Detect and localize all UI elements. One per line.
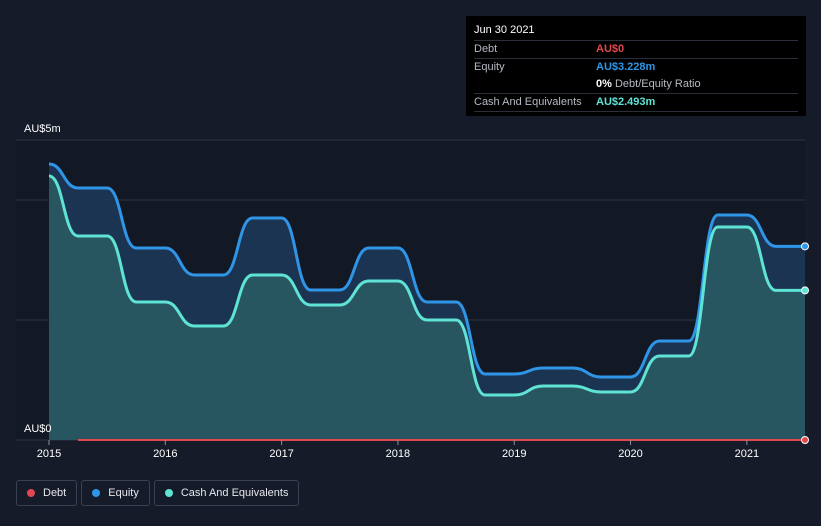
tooltip-date: Jun 30 2021 (474, 24, 535, 36)
x-tick-label: 2021 (735, 448, 759, 460)
chart-end-dots (801, 242, 809, 444)
x-tick-label: 2015 (37, 448, 61, 460)
legend-item-equity[interactable]: Equity (81, 480, 150, 506)
x-tick-label: 2017 (269, 448, 293, 460)
tooltip-panel: Jun 30 2021 Debt AU$0 Equity AU$3.228m 0… (466, 16, 806, 116)
tooltip-value: AU$3.228m (596, 61, 656, 73)
cash-area (49, 176, 805, 440)
tooltip-value: AU$2.493m (596, 96, 656, 108)
cash-line (48, 174, 805, 397)
tooltip-row-cash: Cash And Equivalents AU$2.493m (474, 93, 798, 111)
tooltip-label: Cash And Equivalents (474, 96, 582, 108)
x-tick-label: 2020 (618, 448, 642, 460)
x-tick-label: 2019 (502, 448, 526, 460)
x-axis-ticks: 2015 2016 2017 2018 2019 2020 2021 (37, 440, 759, 460)
cash-end-dot (801, 286, 809, 295)
debt-dot-icon (27, 489, 35, 497)
legend-item-cash[interactable]: Cash And Equivalents (153, 480, 300, 506)
equity-end-dot (801, 242, 809, 251)
tooltip-row-debt: Debt AU$0 (474, 40, 798, 58)
tooltip-label: Equity (474, 61, 505, 73)
legend-label: Cash And Equivalents (180, 487, 289, 499)
tooltip-label: Debt (474, 43, 498, 55)
tooltip-row-ratio: 0% Debt/Equity Ratio (474, 76, 798, 93)
ratio-percent: 0% (596, 78, 612, 90)
tooltip-value: AU$0 (596, 43, 625, 55)
x-tick-label: 2018 (386, 448, 410, 460)
tooltip-ratio: 0% Debt/Equity Ratio (596, 76, 701, 93)
tooltip-row-equity: Equity AU$3.228m (474, 58, 798, 76)
legend-label: Equity (108, 487, 139, 499)
ratio-text: Debt/Equity Ratio (614, 78, 701, 90)
cash-dot-icon (164, 489, 173, 497)
equity-line (48, 162, 805, 379)
y-axis-top-label: AU$5m (24, 123, 61, 135)
legend-item-debt[interactable]: Debt (16, 480, 78, 506)
y-axis-bottom-label: AU$0 (24, 423, 52, 435)
equity-dot-icon (92, 489, 101, 497)
debt-end-dot (801, 436, 809, 444)
legend-label: Debt (43, 487, 67, 499)
legend: Debt Equity Cash And Equivalents (16, 480, 300, 506)
chart-lines (48, 162, 805, 441)
x-tick-label: 2016 (153, 448, 177, 460)
